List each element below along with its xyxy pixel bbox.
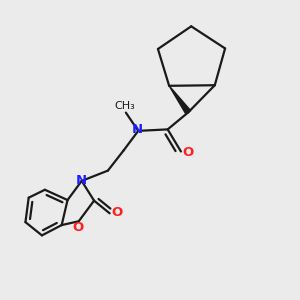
Text: N: N xyxy=(76,174,87,187)
Text: CH₃: CH₃ xyxy=(114,101,135,111)
Text: N: N xyxy=(132,123,143,136)
Text: O: O xyxy=(183,146,194,159)
Polygon shape xyxy=(169,86,191,114)
Text: O: O xyxy=(73,221,84,234)
Text: O: O xyxy=(111,206,122,219)
